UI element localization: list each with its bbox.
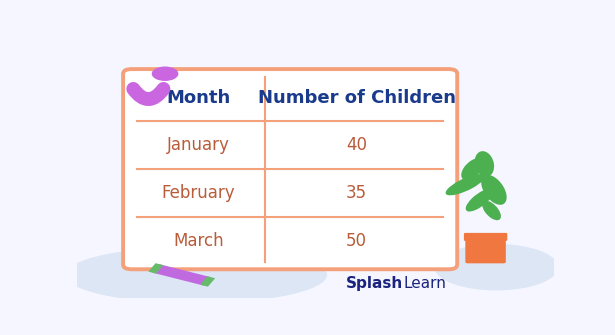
Ellipse shape: [475, 151, 494, 177]
Text: February: February: [161, 184, 235, 202]
Ellipse shape: [65, 247, 327, 303]
Text: Learn: Learn: [403, 276, 446, 291]
Text: 50: 50: [346, 232, 367, 250]
Text: Month: Month: [166, 88, 231, 107]
Text: 35: 35: [346, 184, 367, 202]
FancyBboxPatch shape: [466, 238, 506, 263]
Ellipse shape: [446, 174, 485, 195]
Ellipse shape: [482, 201, 501, 220]
Ellipse shape: [434, 244, 558, 290]
Text: March: March: [173, 232, 224, 250]
Text: 40: 40: [346, 136, 367, 154]
Text: Number of Children: Number of Children: [258, 88, 456, 107]
Circle shape: [152, 67, 178, 81]
Ellipse shape: [481, 175, 507, 205]
Polygon shape: [148, 263, 164, 274]
FancyBboxPatch shape: [123, 69, 457, 269]
Text: Splash: Splash: [346, 276, 403, 291]
Text: January: January: [167, 136, 229, 154]
Polygon shape: [152, 264, 212, 286]
Ellipse shape: [461, 158, 484, 180]
Ellipse shape: [466, 189, 494, 211]
FancyBboxPatch shape: [464, 233, 507, 241]
Polygon shape: [200, 276, 215, 287]
